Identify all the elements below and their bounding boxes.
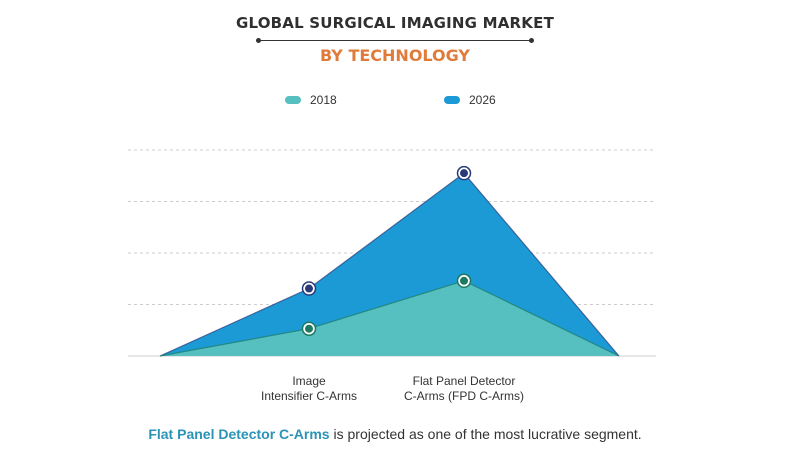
data-point-core-2026-2 [460,169,468,178]
footer-caption: Flat Panel Detector C-Arms is projected … [0,426,790,442]
chart-subtitle: BY TECHNOLOGY [319,46,471,65]
data-point-core-2026-1 [305,284,313,293]
area-series-2018 [160,280,619,356]
chart-legend: 2018 2026 [0,93,790,113]
legend-label-2026: 2026 [469,93,496,107]
title-divider [256,38,534,43]
data-point-core-2018-2 [460,276,468,285]
x-tick-label-flat-panel-detector: Flat Panel Detector C-Arms (FPD C-Arms) [404,374,524,403]
line-series-2018 [159,280,620,357]
footer-text: is projected as one of the most lucrativ… [329,426,642,442]
x-tick-label-image-intensifier: Image Intensifier C-Arms [260,374,358,403]
data-point-core-2018-1 [305,324,313,333]
chart-title: GLOBAL SURGICAL IMAGING MARKET [235,14,555,32]
line-series-2026 [159,172,620,357]
legend-label-2018: 2018 [310,93,337,107]
legend-swatch-2018 [285,96,301,104]
legend-item-2026: 2026 [444,93,496,107]
legend-swatch-2026 [444,96,460,104]
footer-highlight: Flat Panel Detector C-Arms [148,426,330,442]
legend-item-2018: 2018 [285,93,337,107]
